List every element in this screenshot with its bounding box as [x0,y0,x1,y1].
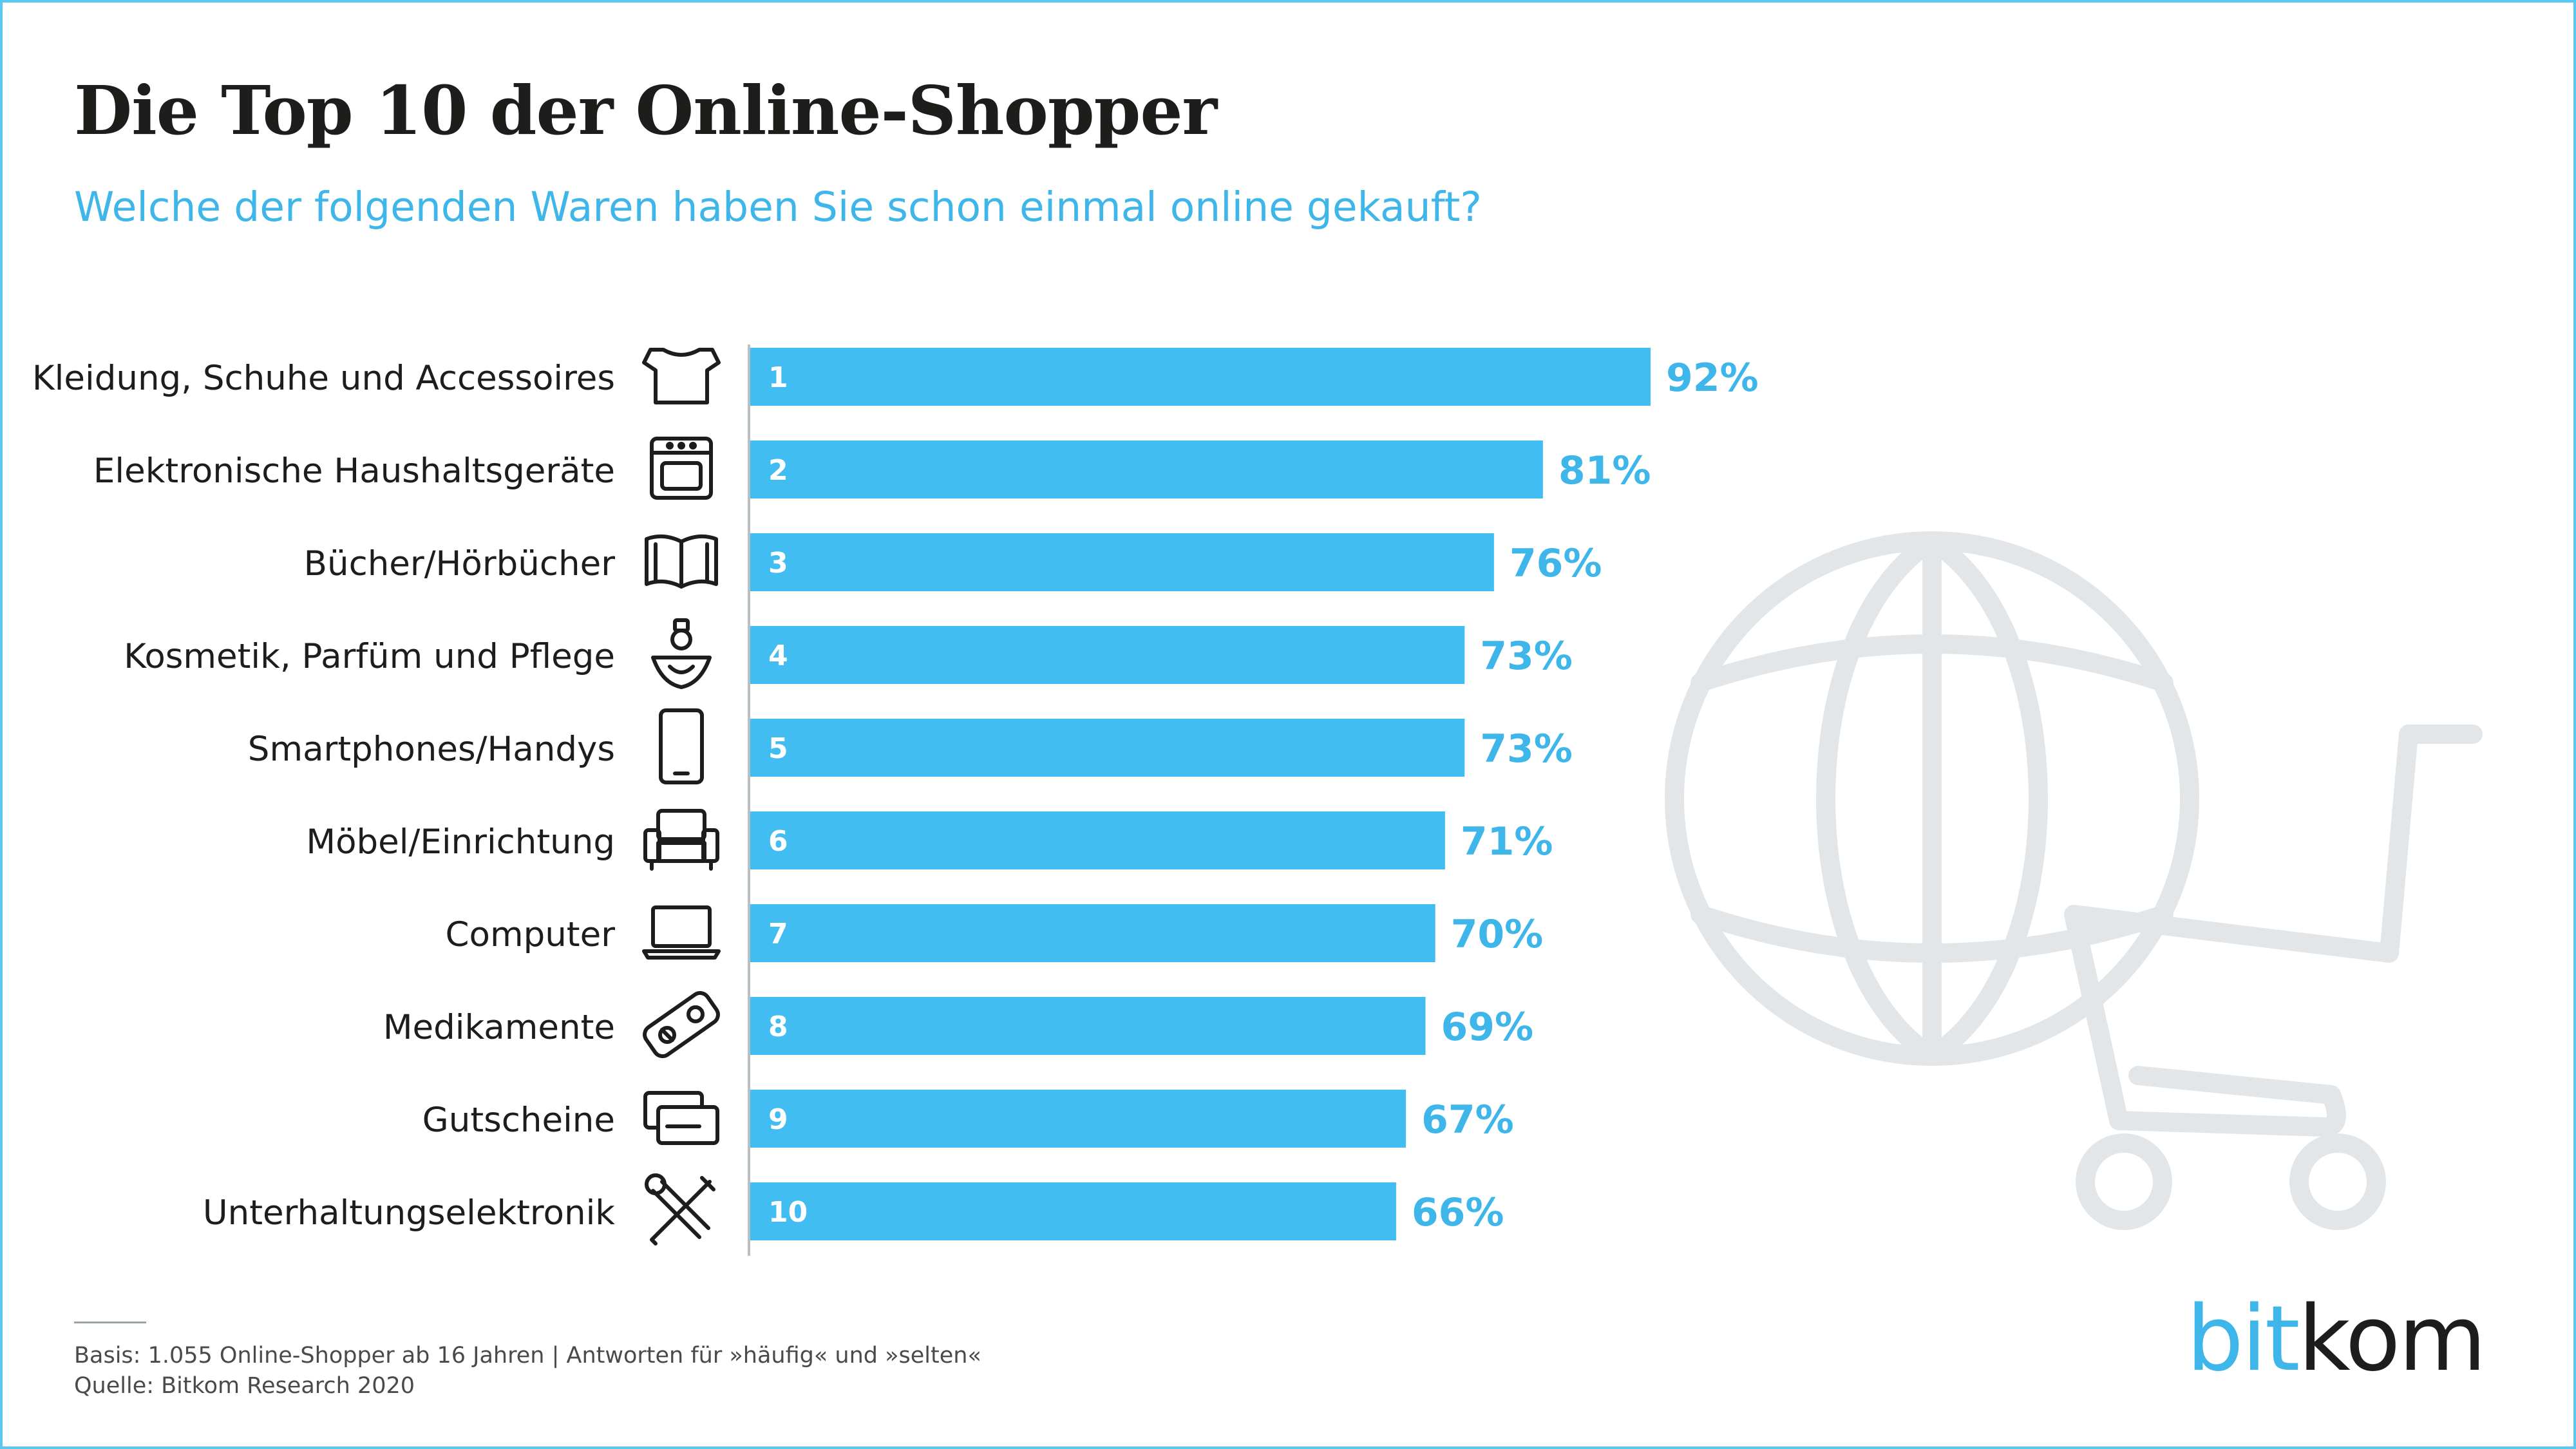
value-label: 70% [1451,912,1544,957]
bar [750,533,1494,591]
rank-label: 1 [768,361,788,394]
category-label: Computer [446,915,616,954]
footer-divider [74,1321,146,1323]
bar [750,348,1651,406]
category-label: Kosmetik, Parfüm und Pflege [124,637,615,676]
laptop-icon [642,905,721,960]
perfume-icon [651,618,712,689]
smartphone-icon [659,708,704,784]
globe-cart-background-icon [1665,531,2483,1230]
voucher-icon [643,1091,719,1145]
book-icon [645,534,718,589]
value-label: 67% [1421,1097,1514,1142]
category-label: Medikamente [383,1008,615,1047]
bar [750,626,1465,684]
value-label: 71% [1461,819,1553,864]
category-label: Unterhaltungselektronik [203,1193,615,1233]
bars-layer: Kleidung, Schuhe und Accessoires 1 92% Elek… [32,348,1759,1245]
value-label: 76% [1510,541,1602,586]
rank-label: 7 [768,918,788,951]
value-label: 66% [1412,1190,1504,1235]
rank-label: 3 [768,547,788,580]
bar [750,1182,1396,1240]
value-label: 92% [1666,355,1759,401]
bar [750,811,1445,869]
value-label: 81% [1558,448,1651,493]
value-label: 73% [1480,726,1573,772]
oven-icon [650,437,713,500]
bar [750,1090,1406,1148]
bar [750,440,1543,498]
tools-icon [645,1173,715,1245]
category-label: Möbel/Einrichtung [306,822,615,862]
chart-subtitle: Welche der folgenden Waren haben Sie sch… [74,184,1482,231]
category-label: Kleidung, Schuhe und Accessoires [32,359,615,398]
rank-label: 2 [768,454,788,487]
bar [750,719,1465,777]
bar [750,997,1426,1055]
category-label: Elektronische Haushaltsgeräte [93,451,615,491]
category-label: Smartphones/Handys [248,730,615,769]
rank-label: 6 [768,825,788,858]
footnote-source: Quelle: Bitkom Research 2020 [74,1373,415,1399]
bar [750,904,1435,962]
value-label: 73% [1480,634,1573,679]
logo-part-bit: bit [2186,1287,2300,1392]
rank-label: 5 [768,732,788,765]
rank-label: 10 [768,1196,808,1229]
pills-icon [643,990,720,1059]
logo-part-kom: kom [2298,1287,2486,1392]
rank-label: 4 [768,639,788,672]
footnote-basis: Basis: 1.055 Online-Shopper ab 16 Jahren… [74,1343,981,1368]
armchair-icon [643,809,719,871]
category-label: Gutscheine [422,1101,615,1140]
chart-title: Die Top 10 der Online-Shopper [74,71,1217,150]
category-label: Bücher/Hörbücher [304,544,616,583]
bitkom-logo: bitkom [2186,1294,2486,1385]
value-label: 69% [1441,1005,1534,1050]
rank-label: 9 [768,1103,788,1136]
tshirt-icon [642,348,721,404]
rank-label: 8 [768,1010,788,1043]
